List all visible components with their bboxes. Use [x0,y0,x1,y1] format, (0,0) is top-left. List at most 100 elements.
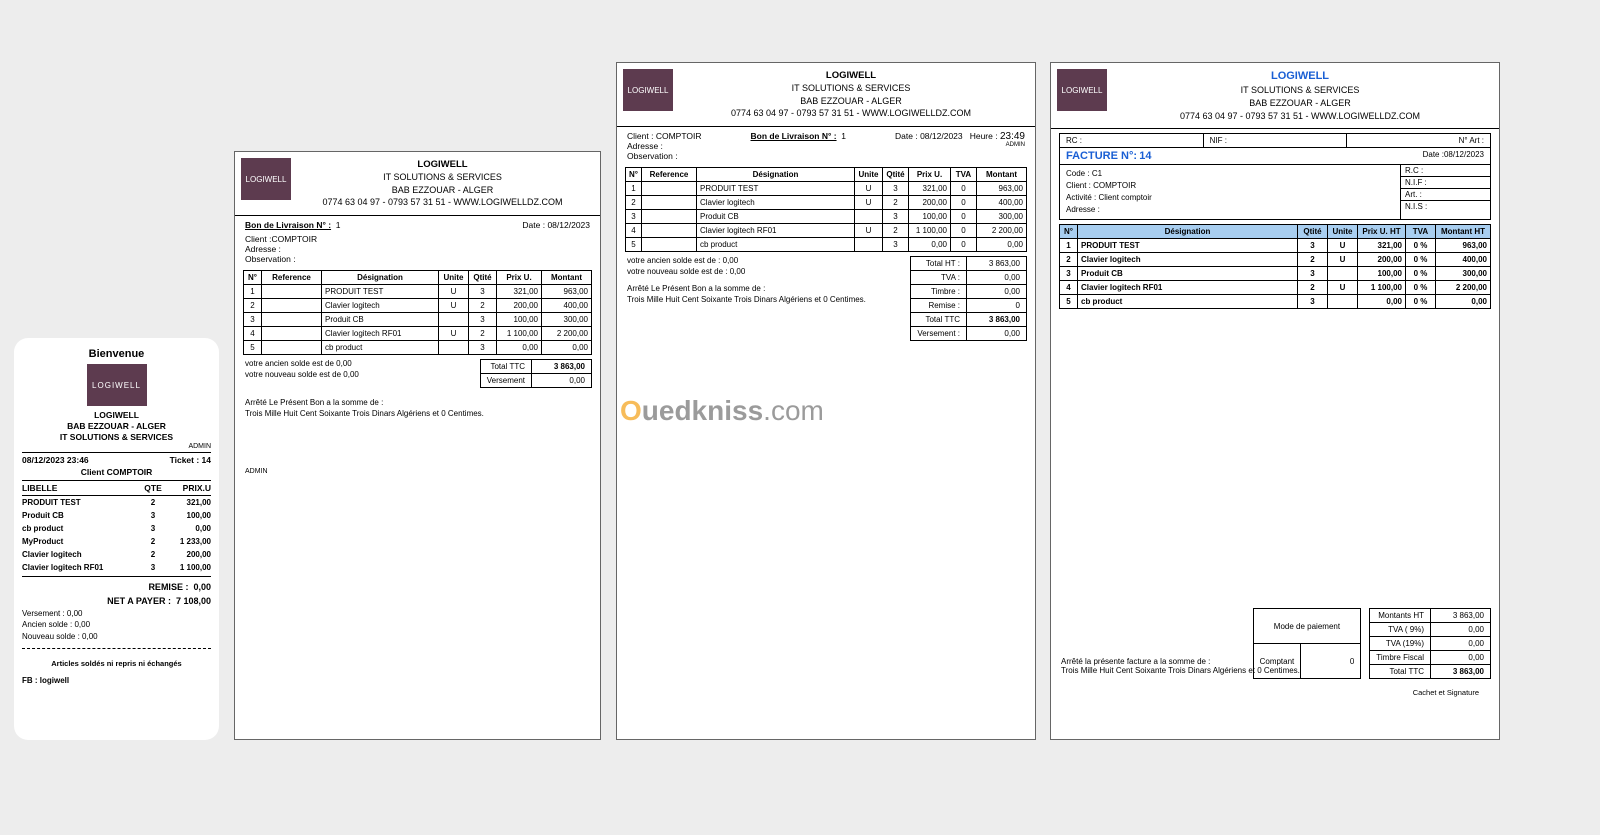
items-table: N° Reference Désignation Unite Qtité Pri… [243,270,592,355]
admin-tag: ADMIN [245,468,590,475]
ticket-number: Ticket : 14 [170,455,211,465]
th-des: Désignation [322,271,439,285]
date-label: Date : [522,220,545,230]
net-value: 7 108,00 [176,596,211,606]
th-qte: Qtité [1298,225,1328,239]
total-value: 3 863,00 [532,360,592,374]
amount-words: Trois Mille Huit Cent Soixante Trois Din… [627,295,892,304]
vers-value: 0,00 [532,374,592,388]
th-prix: PRIX.U [166,481,211,496]
obs-label: Observation : [627,151,702,161]
table-row: 2Clavier logitechU2200,00400,00 [244,299,592,313]
side-labels: R.C :N.I.F :Art. :N.I.S : [1400,165,1490,219]
datetime-value: 08/12/2023 23:46 [22,455,89,465]
fb-label: FB : logiwell [22,676,211,685]
adresse-label: Adresse : [1066,204,1394,216]
nif-label: NIF : [1204,134,1348,147]
company-tagline: IT SOLUTIONS & SERVICES [673,82,1029,95]
remise-value: 0,00 [193,582,211,592]
solde-block: Versement : 0,00 Ancien solde : 0,00 Nou… [22,608,211,642]
pay-title: Mode de paiement [1253,609,1361,644]
bl-num: 1 [336,220,341,230]
logo: LOGIWELL [241,158,291,200]
adresse-label: Adresse : [245,244,590,254]
header: LOGIWELL LOGIWELL IT SOLUTIONS & SERVICE… [617,63,1035,127]
date-label: Date : [1423,150,1444,159]
th-qte: Qtité [883,168,909,182]
amount-words: Trois Mille Huit Cent Soixante Trois Din… [245,409,590,418]
header: LOGIWELL LOGIWELL IT SOLUTIONS & SERVICE… [1051,63,1499,129]
sub-header: Client : COMPTOIR Adresse : Observation … [617,127,1035,165]
sub-header: Bon de Livraison N° : 1 Date : 08/12/202… [235,216,600,268]
company-address: BAB EZZOUAR - ALGER [22,421,211,432]
totals-box: Total HT :3 863,00TVA :0,00Timbre :0,00R… [910,256,1027,341]
vers-label: Versement [480,374,531,388]
th-unite: Unite [1328,225,1358,239]
company-name: LOGIWELL [22,410,211,421]
client-value: COMPTOIR [1093,181,1136,190]
side-label: N.I.F : [1401,177,1490,189]
company-contact: 0774 63 04 97 - 0793 57 31 51 - WWW.LOGI… [673,107,1029,120]
side-label: N.I.S : [1401,201,1490,212]
totals-box: Montants HT3 863,00TVA ( 9%)0,00TVA (19%… [1369,608,1491,679]
company-tagline: IT SOLUTIONS & SERVICES [1107,84,1493,97]
th-tva: TVA [1406,225,1436,239]
pay-value: 0 [1301,644,1361,679]
th-n: N° [1060,225,1078,239]
client-label: Client COMPTOIR [22,467,211,478]
welcome-label: Bienvenue [22,348,211,360]
obs-label: Observation : [245,254,590,264]
table-row: 3Produit CB3100,000 %300,00 [1060,267,1491,281]
footer-note: Articles soldés ni repris ni échangés [22,659,211,668]
signature-label: Cachet et Signature [1413,688,1479,697]
th-tva: TVA [951,168,977,182]
company-name: LOGIWELL [1107,69,1493,84]
receipt-row: Produit CB3100,00 [22,509,211,522]
table-row: 5cb product30,000,00 [244,341,592,355]
ancien-note: votre ancien solde est de : 0,00 [627,256,892,265]
code-label: Code : [1066,169,1090,178]
heure-label: Heure : [970,131,998,141]
date-value: 08/12/2023 [547,220,590,230]
client-label: Client : [627,131,653,141]
company-tagline: IT SOLUTIONS & SERVICES [291,171,594,184]
th-ref: Reference [642,168,697,182]
th-mnt: Montant [542,271,592,285]
receipt-row: Clavier logitech2200,00 [22,548,211,561]
versement-line: Versement : 0,00 [22,608,211,619]
company-block: LOGIWELL BAB EZZOUAR - ALGER IT SOLUTION… [22,410,211,443]
th-ref: Reference [262,271,322,285]
client-details: Code : C1 Client : COMPTOIR Activité : C… [1060,165,1400,219]
code-value: C1 [1092,169,1102,178]
totals-box: Total TTC3 863,00 Versement0,00 [480,359,592,388]
company-name: LOGIWELL [673,69,1029,82]
receipt-table: LIBELLE QTE PRIX.U PRODUIT TEST2321,00Pr… [22,480,211,574]
act-value: Client comptoir [1098,193,1151,202]
facture-title: FACTURE N°: [1066,150,1137,162]
company-address: BAB EZZOUAR - ALGER [1107,97,1493,110]
bl-title: Bon de Livraison N° : [245,220,331,230]
company-contact: 0774 63 04 97 - 0793 57 31 51 - WWW.LOGI… [291,196,594,209]
th-unite: Unite [855,168,883,182]
facture-num: 14 [1139,150,1151,162]
company-info: LOGIWELL IT SOLUTIONS & SERVICES BAB EZZ… [673,69,1029,120]
table-row: 3Produit CB3100,000300,00 [626,210,1027,224]
remise-label: REMISE : [148,582,188,592]
th-mnt: Montant [977,168,1027,182]
arrete-label: Arrêté Le Présent Bon a la somme de : [627,284,892,293]
th-n: N° [626,168,642,182]
nouveau-note: votre nouveau solde est de 0,00 [245,370,462,379]
company-address: BAB EZZOUAR - ALGER [673,95,1029,108]
side-label: R.C : [1401,165,1490,177]
bl-title: Bon de Livraison N° : [751,131,837,141]
rc-label: RC : [1060,134,1204,147]
th-n: N° [244,271,262,285]
table-row: 2Clavier logitech2U200,000 %400,00 [1060,253,1491,267]
total-label: Total TTC [480,360,531,374]
company-name: LOGIWELL [291,158,594,171]
receipt-row: cb product30,00 [22,522,211,535]
th-libelle: LIBELLE [22,481,140,496]
client-value: COMPTOIR [271,234,317,244]
company-address: BAB EZZOUAR - ALGER [291,184,594,197]
side-label: Art. : [1401,189,1490,201]
